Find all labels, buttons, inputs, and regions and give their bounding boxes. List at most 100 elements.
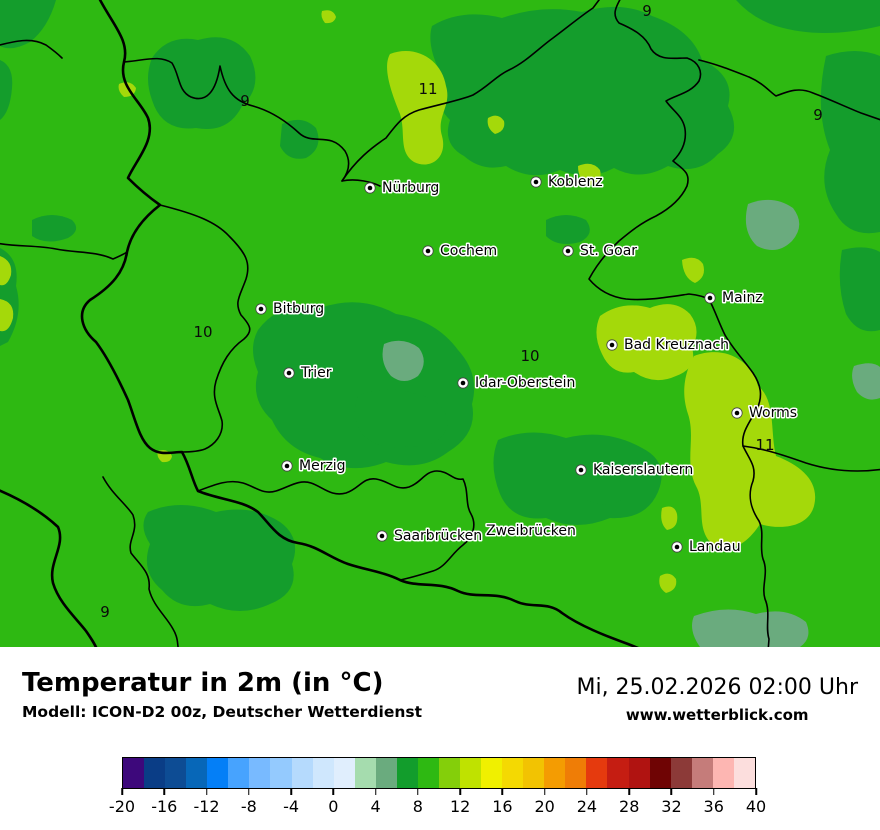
colorbar-segment (354, 758, 376, 788)
colorbar-segment (481, 758, 503, 788)
colorbar-tick-label: -8 (240, 797, 257, 816)
colorbar-tick-label: 8 (412, 797, 423, 816)
colorbar-tick-label: -12 (193, 797, 220, 816)
colorbar-tick (543, 788, 546, 795)
datetime-block: Mi, 25.02.2026 02:00 Uhr www.wetterblick… (576, 675, 858, 724)
colorbar-segment (291, 758, 313, 788)
temp-value-label: 9 (642, 2, 652, 20)
city-label: Mainz (722, 290, 763, 306)
temp-value-label: 11 (755, 436, 774, 454)
colorbar-tick-label: 20 (534, 797, 555, 816)
colorbar-tick-label: 28 (619, 797, 640, 816)
colorbar-segment (460, 758, 482, 788)
city-label: Worms (749, 405, 797, 421)
temp-value-label: 10 (193, 323, 212, 341)
city-marker-dot (707, 295, 713, 301)
city-marker-dot (609, 342, 615, 348)
city-label: Koblenz (548, 174, 603, 190)
city-label: Merzig (299, 458, 346, 474)
colorbar-tick-label: 4 (370, 797, 381, 816)
colorbar-segment (565, 758, 587, 788)
model-info: Modell: ICON-D2 00z, Deutscher Wetterdie… (22, 702, 422, 721)
mild-regions (382, 199, 880, 647)
colorbar-tick (417, 788, 419, 795)
colorbar-segment (628, 758, 650, 788)
city-marker-dot (425, 248, 431, 254)
colorbar-segment (333, 758, 355, 788)
colorbar-segment (144, 758, 166, 788)
city-label: Landau (689, 539, 741, 555)
colorbar-tick (712, 788, 715, 795)
city-marker-dot (460, 380, 466, 386)
temp-value-label: 9 (100, 603, 110, 621)
colorbar-segment (270, 758, 292, 788)
city-marker-dot (258, 306, 264, 312)
colorbar-segment (228, 758, 250, 788)
colorbar-segment (649, 758, 671, 788)
colorbar-segment (165, 758, 187, 788)
colorbar-segment (544, 758, 566, 788)
colorbar-tick (332, 788, 335, 795)
colorbar-tick-label: 24 (576, 797, 598, 816)
colorbar-tick (290, 788, 292, 795)
border-lines (0, 0, 880, 647)
colorbar-tick-label: 40 (745, 797, 767, 816)
colorbar-segment (249, 758, 271, 788)
colorbar-tick-label: -20 (108, 797, 136, 816)
colorbar-tick (121, 788, 123, 795)
map-title: Temperatur in 2m (in °C) (22, 668, 384, 698)
colorbar-segment (312, 758, 334, 788)
colorbar-segment (186, 758, 208, 788)
valid-datetime: Mi, 25.02.2026 02:00 Uhr (576, 675, 858, 700)
city-label: Saarbrücken (394, 528, 482, 544)
colorbar-tick-label: -4 (283, 797, 300, 816)
colorbar-segment (123, 758, 145, 788)
colorbar-segment (502, 758, 524, 788)
city-marker-dot (565, 248, 571, 254)
temp-value-label: 9 (813, 106, 823, 124)
colorbar-segment (207, 758, 229, 788)
colorbar-segment (733, 758, 755, 788)
colorbar-segment (523, 758, 545, 788)
colorbar-tick-label: -16 (151, 797, 178, 816)
city-label: Bad Kreuznach (624, 337, 729, 353)
city-marker-dot (284, 463, 290, 469)
temperature-value-labels: 11 9 9 9 10 10 11 9 (100, 2, 823, 621)
city-marker-dot (286, 370, 292, 376)
city-label: Trier (300, 365, 332, 381)
colorbar-tick (628, 788, 630, 795)
colorbar-segment (586, 758, 608, 788)
colorbar-tick (248, 788, 250, 795)
temperature-map: 11 9 9 9 10 10 11 9 Nürburg Koblenz Cochem St. Goa… (0, 0, 880, 647)
colorbar-segment (607, 758, 629, 788)
colorbar-tick-label: 12 (449, 797, 471, 816)
colorbar-segment (670, 758, 692, 788)
city-marker-dot (379, 533, 385, 539)
colorbar-tick (163, 788, 166, 795)
colorbar-tick-label: 16 (492, 797, 513, 816)
city-marker-dot (533, 179, 539, 185)
temp-value-label: 11 (418, 80, 437, 98)
city-label: Idar-Oberstein (475, 375, 575, 391)
colorbar (122, 757, 756, 789)
warm-regions (0, 10, 816, 593)
city-label: Bitburg (273, 301, 324, 317)
colorbar-tick-label: 36 (703, 797, 724, 816)
website-url: www.wetterblick.com (625, 706, 809, 724)
colorbar-tick-label: 0 (328, 797, 339, 816)
colorbar-tick (459, 788, 461, 795)
city-label: St. Goar (580, 243, 637, 259)
temp-value-label: 9 (240, 92, 250, 110)
colorbar-segment (375, 758, 397, 788)
colorbar-tick (501, 788, 504, 795)
title-block: Temperatur in 2m (in °C) Modell: ICON-D2… (22, 668, 422, 721)
city-label: Nürburg (382, 180, 439, 196)
colorbar-tick (374, 788, 377, 795)
city-marker-dot (367, 185, 373, 191)
colorbar-tick-label: 32 (661, 797, 682, 816)
temp-value-label: 10 (520, 347, 539, 365)
colorbar-tick (755, 788, 757, 795)
city-marker-dot (674, 544, 680, 550)
colorbar-tick (205, 788, 208, 795)
